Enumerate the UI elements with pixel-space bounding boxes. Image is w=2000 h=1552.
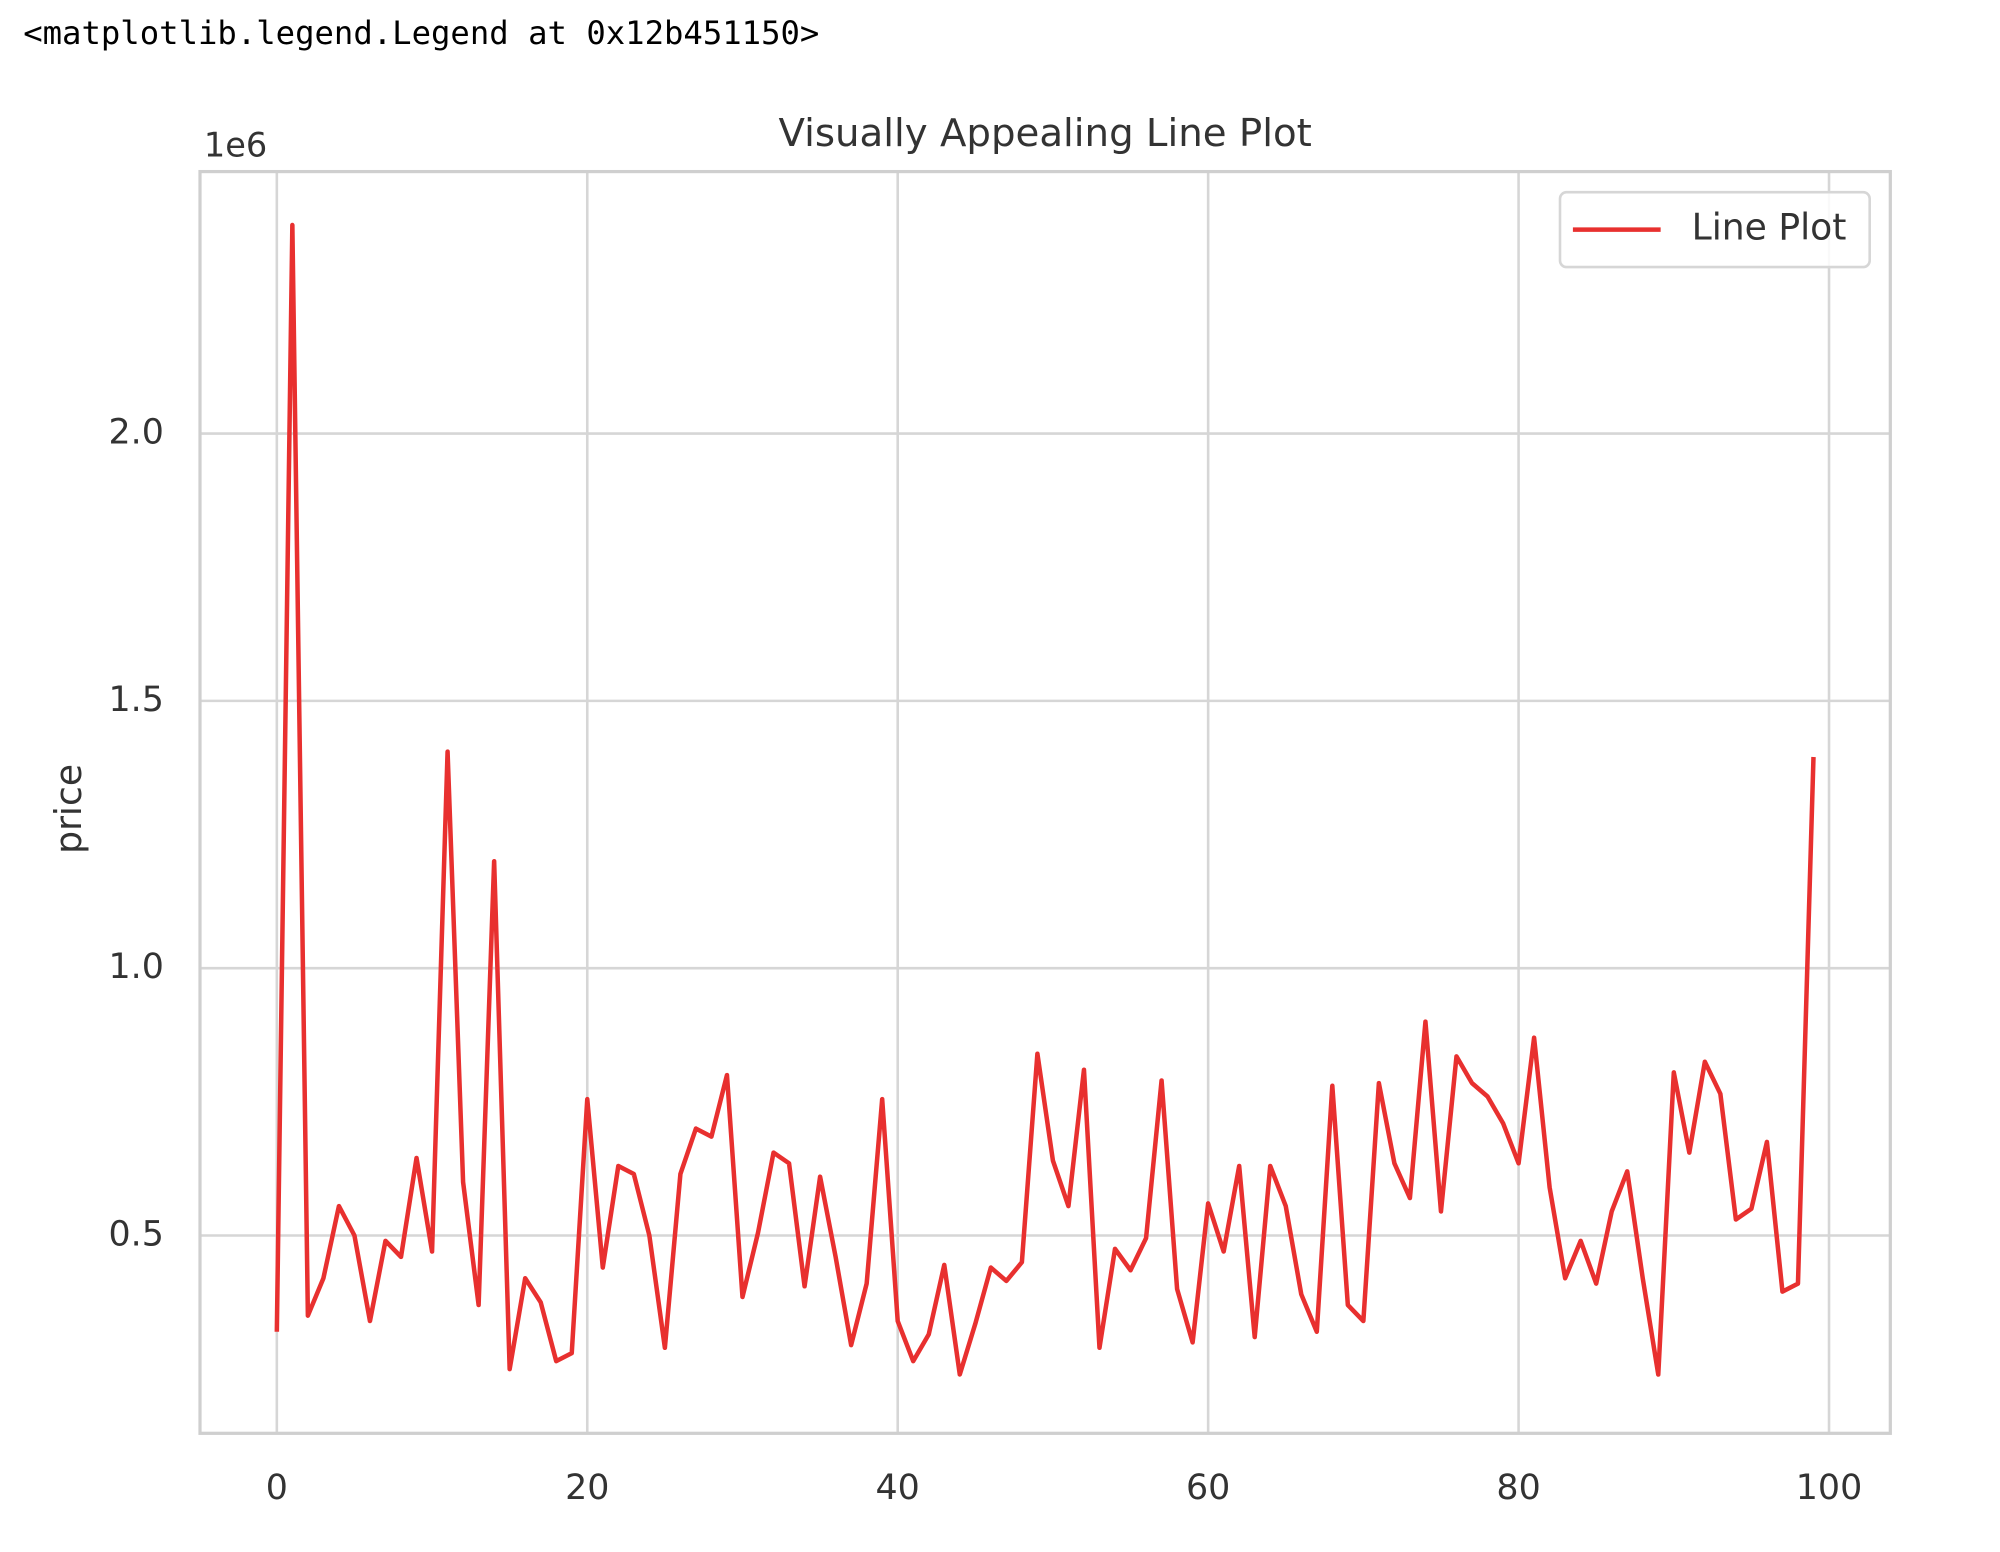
x-tick-label: 60 — [1186, 1468, 1230, 1508]
x-tick-label: 20 — [565, 1468, 609, 1508]
x-tick-label: 80 — [1496, 1468, 1540, 1508]
y-tick-label: 1.5 — [108, 680, 163, 720]
plot-frame — [198, 169, 1892, 1435]
y-tick-label: 1.0 — [108, 947, 163, 987]
legend-label: Line Plot — [1692, 206, 1847, 249]
y-tick-label: 0.5 — [108, 1214, 163, 1254]
y-axis-label: price — [47, 764, 90, 854]
y-tick-label: 2.0 — [108, 413, 163, 453]
data-line — [274, 222, 1816, 1377]
offset-text: 1e6 — [204, 126, 267, 165]
x-tick-label: 100 — [1796, 1468, 1862, 1508]
legend-box — [1558, 190, 1871, 269]
x-tick-label: 0 — [266, 1468, 288, 1508]
x-tick-label: 40 — [876, 1468, 920, 1508]
chart-title: Visually Appealing Line Plot — [779, 111, 1312, 156]
output-text: <matplotlib.legend.Legend at 0x12b451150… — [23, 14, 819, 52]
